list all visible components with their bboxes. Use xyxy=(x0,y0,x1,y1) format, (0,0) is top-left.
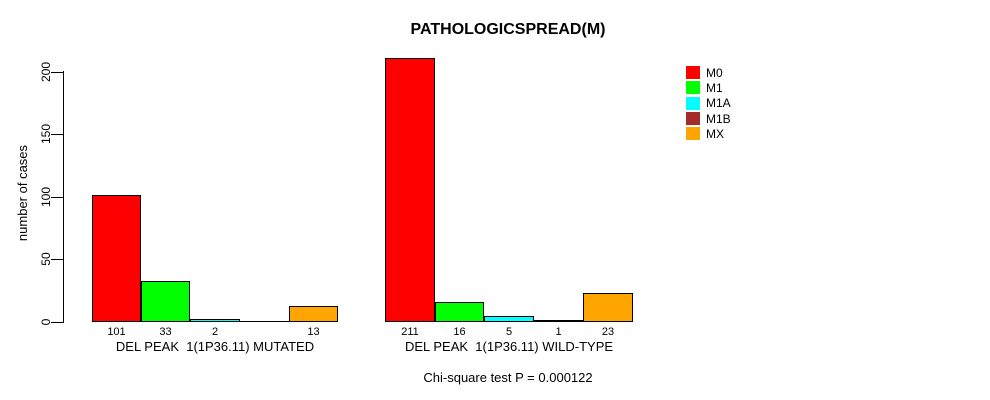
legend-swatch-m0 xyxy=(686,66,700,80)
legend-item-m1b: M1B xyxy=(686,111,731,126)
bar-m1b-group2 xyxy=(534,320,583,322)
y-axis-tick xyxy=(51,322,63,323)
bar-value-label: 1 xyxy=(555,326,562,338)
bar-value-label: 16 xyxy=(453,326,466,338)
bar-value-label: 33 xyxy=(159,326,172,338)
y-axis-label: number of cases xyxy=(15,144,30,242)
chart-title: PATHOLOGICSPREAD(M) xyxy=(410,21,606,38)
legend: M0 M1 M1A M1B MX xyxy=(686,65,731,141)
legend-label: M0 xyxy=(706,65,723,80)
legend-swatch-m1 xyxy=(686,81,700,95)
y-axis-tick-label: 50 xyxy=(39,252,53,266)
bar-m1b-group1 xyxy=(240,321,289,322)
legend-item-m0: M0 xyxy=(686,65,731,80)
bar-value-label: 13 xyxy=(307,326,320,338)
legend-label: M1B xyxy=(706,111,731,126)
bar-m1-group1 xyxy=(141,281,190,322)
chi-square-annotation: Chi-square test P = 0.000122 xyxy=(423,370,593,385)
bar-m1a-group2 xyxy=(484,316,534,322)
y-axis-tick xyxy=(51,259,63,260)
bar-mx-group2 xyxy=(583,293,633,322)
bar-value-label: 2 xyxy=(211,326,219,338)
bar-value-label: 5 xyxy=(505,326,513,338)
y-axis-line xyxy=(63,71,64,323)
x-axis-group-label: DEL PEAK 1(1P36.11) WILD-TYPE xyxy=(404,339,614,354)
x-axis-group-label: DEL PEAK 1(1P36.11) MUTATED xyxy=(115,339,315,354)
y-axis-tick xyxy=(51,134,63,135)
legend-swatch-m1a xyxy=(686,96,700,110)
y-axis-tick-label: 150 xyxy=(39,123,53,145)
legend-label: MX xyxy=(706,126,724,141)
legend-item-mx: MX xyxy=(686,126,731,141)
legend-item-m1: M1 xyxy=(686,80,731,95)
bar-value-label: 211 xyxy=(401,326,419,338)
y-axis-tick-label: 200 xyxy=(39,61,53,83)
y-axis-tick-label: 100 xyxy=(39,186,53,208)
y-axis-tick xyxy=(51,197,63,198)
bar-m1-group2 xyxy=(435,302,484,322)
legend-swatch-mx xyxy=(686,127,700,141)
bar-value-label: 23 xyxy=(601,326,615,338)
bar-m0-group1 xyxy=(92,195,141,322)
bar-mx-group1 xyxy=(289,306,338,322)
y-axis-tick xyxy=(51,72,63,73)
bar-m1a-group1 xyxy=(190,319,240,322)
legend-swatch-m1b xyxy=(686,112,700,126)
legend-label: M1A xyxy=(706,96,731,111)
y-axis-tick-label: 0 xyxy=(39,318,53,326)
legend-label: M1 xyxy=(706,80,723,95)
bar-value-label: 101 xyxy=(107,326,126,338)
legend-item-m1a: M1A xyxy=(686,96,731,111)
bar-m0-group2 xyxy=(385,58,435,322)
